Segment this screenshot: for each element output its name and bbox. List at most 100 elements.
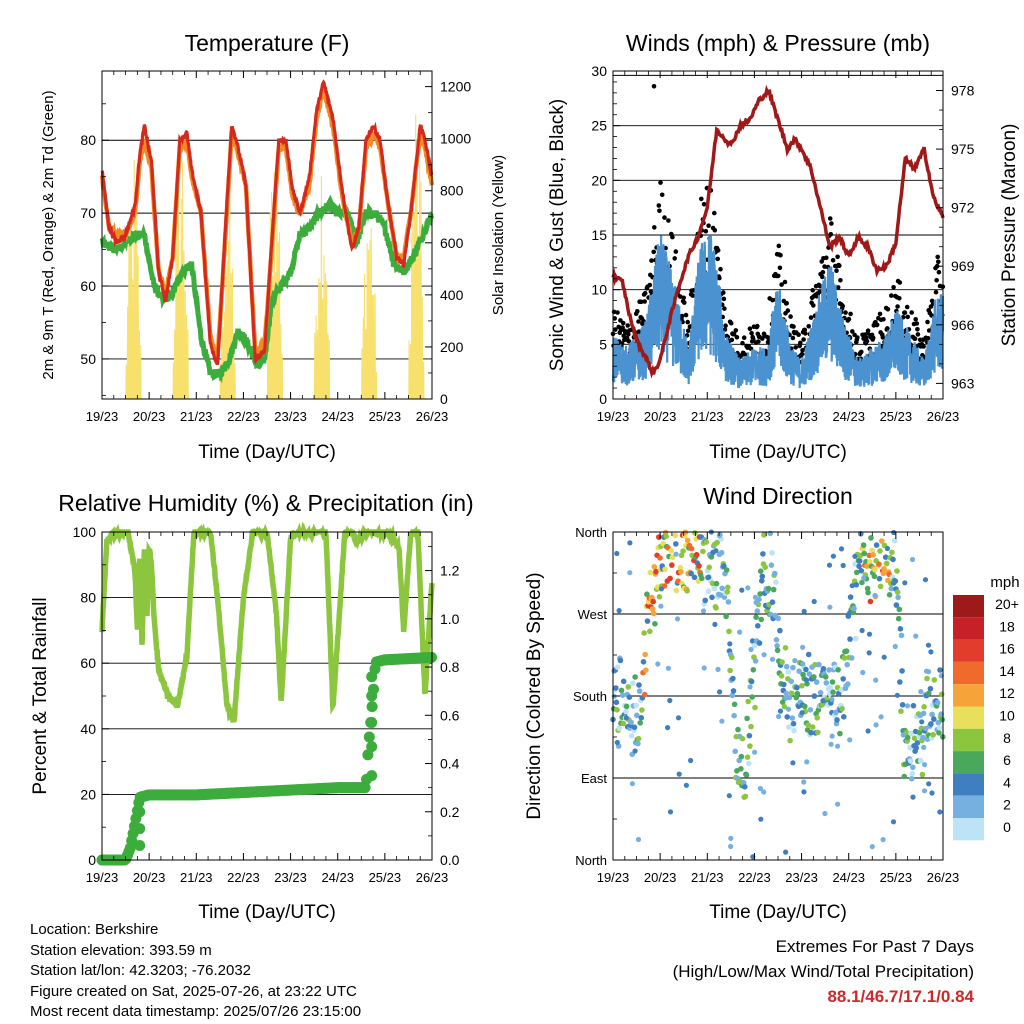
winds-title: Winds (mph) & Pressure (mb) bbox=[626, 30, 930, 56]
wind-speed-trace bbox=[611, 235, 945, 389]
direction-point bbox=[708, 554, 715, 560]
recent-data-text: Most recent data timestamp: 2025/07/26 2… bbox=[30, 1003, 362, 1020]
direction-point bbox=[668, 548, 675, 554]
direction-point bbox=[835, 743, 841, 749]
direction-point bbox=[835, 801, 841, 807]
precip-point bbox=[366, 671, 378, 683]
gust-point bbox=[913, 317, 918, 322]
direction-point bbox=[742, 784, 748, 790]
direction-point bbox=[902, 580, 908, 586]
direction-point bbox=[840, 562, 846, 569]
gust-point bbox=[626, 339, 632, 344]
direction-point bbox=[835, 667, 841, 673]
direction-point bbox=[683, 782, 690, 788]
colorbar-swatch bbox=[953, 818, 984, 841]
gust-point bbox=[721, 290, 726, 295]
direction-point bbox=[626, 694, 633, 700]
gust-point bbox=[782, 279, 788, 285]
direction-point bbox=[800, 661, 806, 667]
direction-point bbox=[930, 731, 936, 738]
direction-point bbox=[891, 538, 898, 544]
direction-point bbox=[870, 552, 876, 558]
direction-point bbox=[849, 583, 855, 589]
direction-point bbox=[866, 631, 873, 637]
direction-point bbox=[924, 675, 930, 682]
gust-point bbox=[880, 335, 886, 340]
direction-point bbox=[880, 837, 886, 843]
direction-point bbox=[653, 568, 659, 575]
direction-point bbox=[650, 610, 657, 617]
direction-point bbox=[662, 566, 668, 573]
direction-point bbox=[617, 657, 624, 664]
gust-point bbox=[683, 312, 689, 318]
gust-point bbox=[652, 225, 657, 230]
direction-point bbox=[650, 598, 656, 605]
gust-point bbox=[625, 323, 630, 328]
direction-point bbox=[756, 640, 763, 646]
direction-point bbox=[939, 716, 945, 723]
direction-point bbox=[910, 764, 916, 771]
direction-point bbox=[937, 809, 943, 815]
direction-point bbox=[728, 843, 734, 850]
direction-point bbox=[784, 714, 790, 720]
gust-point bbox=[636, 319, 641, 324]
winddir-series bbox=[610, 529, 946, 860]
x-tick-label: 22/23 bbox=[738, 870, 771, 885]
direction-point bbox=[812, 661, 818, 668]
left-y-tick-label: South bbox=[573, 689, 607, 704]
direction-point bbox=[847, 636, 853, 642]
direction-point bbox=[699, 575, 705, 582]
left-y-tick-label: 70 bbox=[80, 205, 96, 221]
direction-point bbox=[921, 762, 928, 768]
direction-point bbox=[890, 556, 896, 563]
direction-point bbox=[769, 599, 776, 605]
direction-point bbox=[889, 549, 895, 556]
direction-point bbox=[743, 772, 750, 778]
x-tick-label: 26/23 bbox=[416, 409, 449, 424]
direction-point bbox=[727, 667, 733, 674]
direction-point bbox=[769, 656, 776, 662]
direction-point bbox=[823, 680, 830, 686]
right-y-tick-label: 400 bbox=[440, 287, 464, 303]
gust-point bbox=[649, 258, 654, 263]
direction-point bbox=[920, 734, 926, 741]
winds-panel: Winds (mph) & Pressure (mb) 19/23 20/23 21… bbox=[547, 30, 1020, 463]
gust-point bbox=[690, 293, 696, 298]
gust-point bbox=[864, 338, 870, 344]
left-y-tick-label: 5 bbox=[599, 336, 607, 352]
direction-point bbox=[809, 724, 816, 730]
direction-point bbox=[900, 732, 906, 738]
direction-point bbox=[745, 698, 751, 705]
direction-point bbox=[767, 530, 774, 537]
direction-point bbox=[773, 579, 779, 585]
direction-point bbox=[786, 694, 793, 701]
direction-point bbox=[688, 570, 694, 577]
direction-point bbox=[840, 676, 846, 682]
direction-point bbox=[693, 551, 700, 558]
colorbar-swatch bbox=[953, 728, 984, 752]
direction-point bbox=[643, 667, 649, 673]
direction-point bbox=[738, 753, 745, 760]
x-tick-label: 25/23 bbox=[880, 409, 913, 424]
gust-point bbox=[648, 289, 654, 294]
direction-point bbox=[783, 849, 789, 855]
direction-point bbox=[719, 585, 725, 592]
gust-point bbox=[777, 265, 783, 271]
location-text: Location: Berkshire bbox=[30, 921, 159, 938]
winds-xlabel: Time (Day/UTC) bbox=[709, 442, 847, 463]
direction-point bbox=[892, 578, 899, 584]
gust-point bbox=[865, 328, 871, 334]
right-y-tick-label: 1.2 bbox=[440, 563, 460, 579]
gust-point bbox=[741, 335, 747, 341]
direction-point bbox=[781, 703, 788, 710]
direction-point bbox=[897, 626, 904, 632]
direction-point bbox=[700, 608, 707, 614]
direction-point bbox=[913, 745, 919, 751]
x-tick-label: 21/23 bbox=[691, 870, 724, 885]
direction-point bbox=[712, 621, 718, 628]
direction-point bbox=[730, 688, 737, 694]
temperature-title: Temperature (F) bbox=[185, 30, 350, 56]
direction-point bbox=[753, 614, 759, 620]
gust-point bbox=[778, 253, 783, 258]
direction-point bbox=[829, 696, 835, 703]
